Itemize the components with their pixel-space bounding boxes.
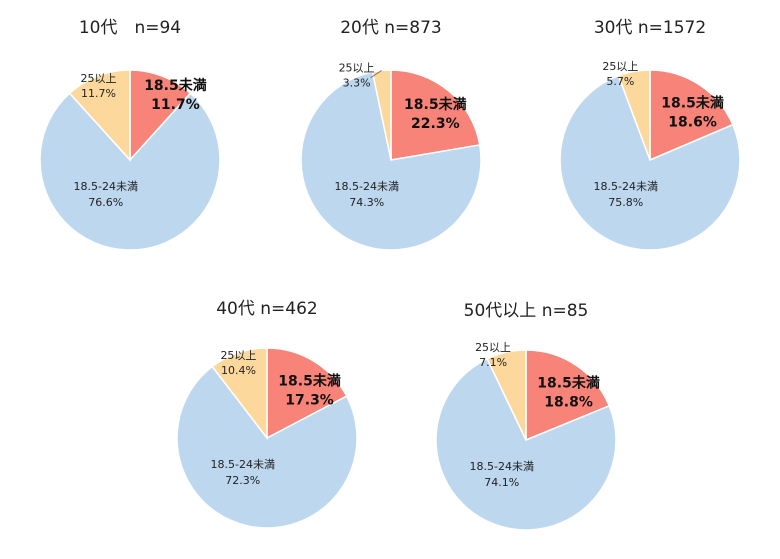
slice-label-over-value: 5.7% <box>606 75 634 88</box>
slice-18-5-24 <box>435 357 617 531</box>
slice-under-18-5 <box>266 347 348 440</box>
slice-label-under-value: 18.8% <box>544 395 593 411</box>
slice-label-under-value: 22.3% <box>411 116 460 132</box>
slice-label-under-value: 17.3% <box>285 393 334 409</box>
slice-18-5-24 <box>39 92 221 251</box>
pie-chart-4: 40代 n=462 18.5未満 17.3% 18.5-24未満 72.3% 25以上 10… <box>176 299 358 529</box>
slice-label-normal-value: 75.8% <box>608 196 643 209</box>
slice-under-18-5 <box>649 69 734 162</box>
leader-line <box>370 70 382 79</box>
slice-label-normal-name: 18.5-24未満 <box>594 180 658 193</box>
slice-label-over-name: 25以上 <box>81 72 117 85</box>
slice-label-normal-name: 18.5-24未満 <box>211 458 275 471</box>
slice-label-under-name: 18.5未満 <box>661 95 724 112</box>
slice-label-under-name: 18.5未満 <box>537 375 600 392</box>
pie-chart-2: 20代 n=873 18.5未満 22.3% 18.5-24未満 74.3% 25以上 3.… <box>300 18 482 251</box>
slice-under-18-5 <box>390 69 481 161</box>
slice-label-normal-value: 74.3% <box>349 196 384 209</box>
chart-title: 10代 n=94 <box>79 18 181 38</box>
slice-label-normal-name: 18.5-24未満 <box>74 180 138 193</box>
slice-label-normal-value: 76.6% <box>88 196 123 209</box>
slice-25-plus <box>211 347 268 441</box>
slice-label-normal-value: 72.3% <box>225 474 260 487</box>
chart-title: 50代以上 n=85 <box>464 301 589 321</box>
slice-label-over-value: 11.7% <box>81 87 116 100</box>
slice-label-normal-value: 74.1% <box>484 476 519 489</box>
slice-under-18-5 <box>525 349 611 442</box>
slice-25-plus <box>617 69 651 161</box>
slice-label-under-name: 18.5未満 <box>144 77 207 94</box>
slice-25-plus <box>68 69 131 162</box>
slice-label-normal-name: 18.5-24未満 <box>470 460 534 473</box>
slice-label-over-value: 10.4% <box>221 364 256 377</box>
slice-label-under-value: 11.7% <box>151 97 200 113</box>
slice-under-18-5 <box>129 69 192 162</box>
slice-label-under-value: 18.6% <box>668 115 717 131</box>
slice-label-normal-name: 18.5-24未満 <box>335 180 399 193</box>
slice-25-plus <box>486 349 527 441</box>
slice-18-5-24 <box>559 74 741 251</box>
chart-title: 30代 n=1572 <box>594 18 706 38</box>
pie-chart-1: 10代 n=94 18.5未満 11.7% 18.5-24未満 76.6% 25以上 11.… <box>39 18 221 251</box>
slice-label-under-name: 18.5未満 <box>404 96 467 113</box>
chart-title: 40代 n=462 <box>216 299 318 319</box>
slice-label-under-name: 18.5未満 <box>278 373 341 390</box>
slice-label-over-name: 25以上 <box>339 61 375 74</box>
slice-label-over-value: 7.1% <box>479 356 507 369</box>
pie-chart-3: 30代 n=1572 18.5未満 18.6% 18.5-24未満 75.8% 25以上 5… <box>559 18 741 251</box>
slice-label-over-name: 25以上 <box>220 349 256 362</box>
slice-label-over-value: 3.3% <box>343 76 371 89</box>
slice-18-5-24 <box>300 71 482 251</box>
slice-18-5-24 <box>176 365 358 529</box>
slice-label-over-name: 25以上 <box>602 60 638 73</box>
slice-label-over-name: 25以上 <box>475 341 511 354</box>
pie-chart-5: 50代以上 n=85 18.5未満 18.8% 18.5-24未満 74.1% 25以上 7… <box>435 301 617 531</box>
chart-title: 20代 n=873 <box>340 18 442 38</box>
